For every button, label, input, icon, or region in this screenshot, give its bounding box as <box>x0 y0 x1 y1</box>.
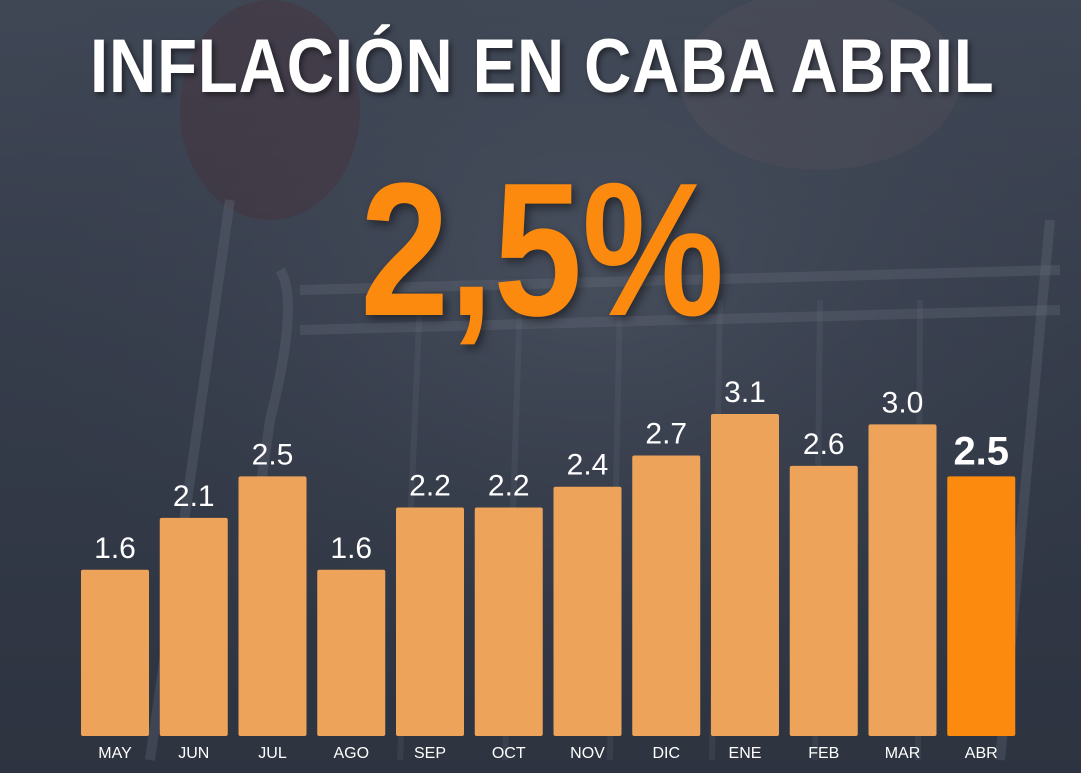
data-label-ene: 3.1 <box>724 376 766 409</box>
bar-nov <box>553 486 622 736</box>
bar-abr <box>947 476 1016 736</box>
data-label-may: 1.6 <box>94 532 136 565</box>
data-label-mar: 3.0 <box>882 386 924 419</box>
data-label-ago: 1.6 <box>330 532 372 565</box>
x-tick-ene: ENE <box>729 745 762 762</box>
bar-ene <box>711 414 779 736</box>
data-label-feb: 2.6 <box>803 428 845 461</box>
data-label-abr: 2.5 <box>953 429 1009 473</box>
x-tick-may: MAY <box>98 745 132 762</box>
x-tick-feb: FEB <box>808 745 839 762</box>
x-tick-oct: OCT <box>492 745 526 762</box>
x-tick-dic: DIC <box>652 745 680 762</box>
x-tick-jul: JUL <box>258 745 287 762</box>
bar-jul <box>238 476 307 736</box>
bar-jun <box>159 517 228 736</box>
headline-value: 2,5% <box>360 144 725 356</box>
bar-oct <box>474 507 543 736</box>
data-label-nov: 2.4 <box>567 449 609 482</box>
bar-ago <box>317 569 386 736</box>
data-label-jul: 2.5 <box>252 438 294 471</box>
data-label-sep: 2.2 <box>409 469 451 502</box>
data-label-oct: 2.2 <box>488 469 530 502</box>
x-tick-ago: AGO <box>333 745 369 762</box>
bar-mar <box>868 424 937 736</box>
x-tick-mar: MAR <box>885 745 921 762</box>
x-tick-abr: ABR <box>965 745 998 762</box>
x-tick-jun: JUN <box>178 745 209 762</box>
data-label-jun: 2.1 <box>173 480 215 513</box>
bar-may <box>81 569 149 736</box>
chart-title: INFLACIÓN EN CABA ABRIL <box>89 24 995 109</box>
bar-dic <box>632 455 701 736</box>
x-tick-nov: NOV <box>570 745 605 762</box>
bar-sep <box>396 507 464 736</box>
x-tick-sep: SEP <box>414 745 446 762</box>
data-label-dic: 2.7 <box>645 418 687 451</box>
bar-feb <box>789 465 858 736</box>
